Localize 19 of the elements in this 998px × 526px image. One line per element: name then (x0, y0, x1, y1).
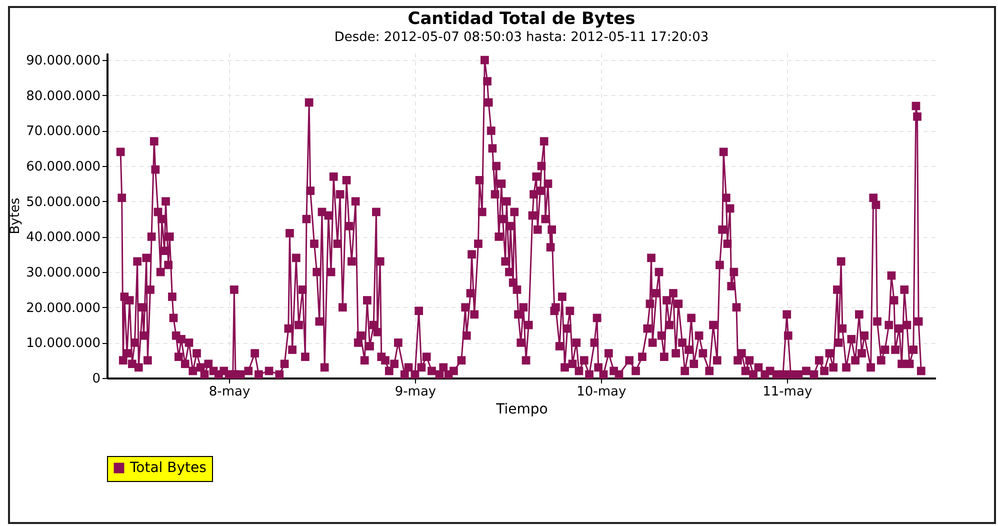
y-tick-label: 10.000.000 (26, 336, 100, 352)
y-tick-label: 70.000.000 (26, 124, 100, 140)
x-axis-title: Tiempo (495, 402, 548, 418)
x-tick-label: 11-may (762, 384, 812, 400)
y-tick-label: 50.000.000 (26, 194, 100, 210)
y-tick-label: 0 (92, 372, 100, 386)
y-tick-label: 90.000.000 (26, 54, 100, 69)
y-tick-label: 20.000.000 (26, 300, 100, 316)
y-tick-label: 30.000.000 (26, 266, 100, 281)
chart-subtitle: Desde: 2012-05-07 08:50:03 hasta: 2012-05-11 17:20:03 (334, 30, 709, 45)
y-tick-label: 40.000.000 (26, 230, 100, 246)
y-tick-label: 60.000.000 (26, 160, 100, 175)
x-tick-label: 9-may (394, 384, 436, 400)
legend-label: Total Bytes (129, 460, 206, 476)
x-tick-label: 10-may (576, 384, 626, 400)
x-tick-label: 8-may (208, 384, 250, 400)
chart-title: Cantidad Total de Bytes (408, 9, 636, 29)
y-axis-title: Bytes (8, 198, 24, 234)
y-tick-label: 80.000.000 (26, 88, 100, 104)
